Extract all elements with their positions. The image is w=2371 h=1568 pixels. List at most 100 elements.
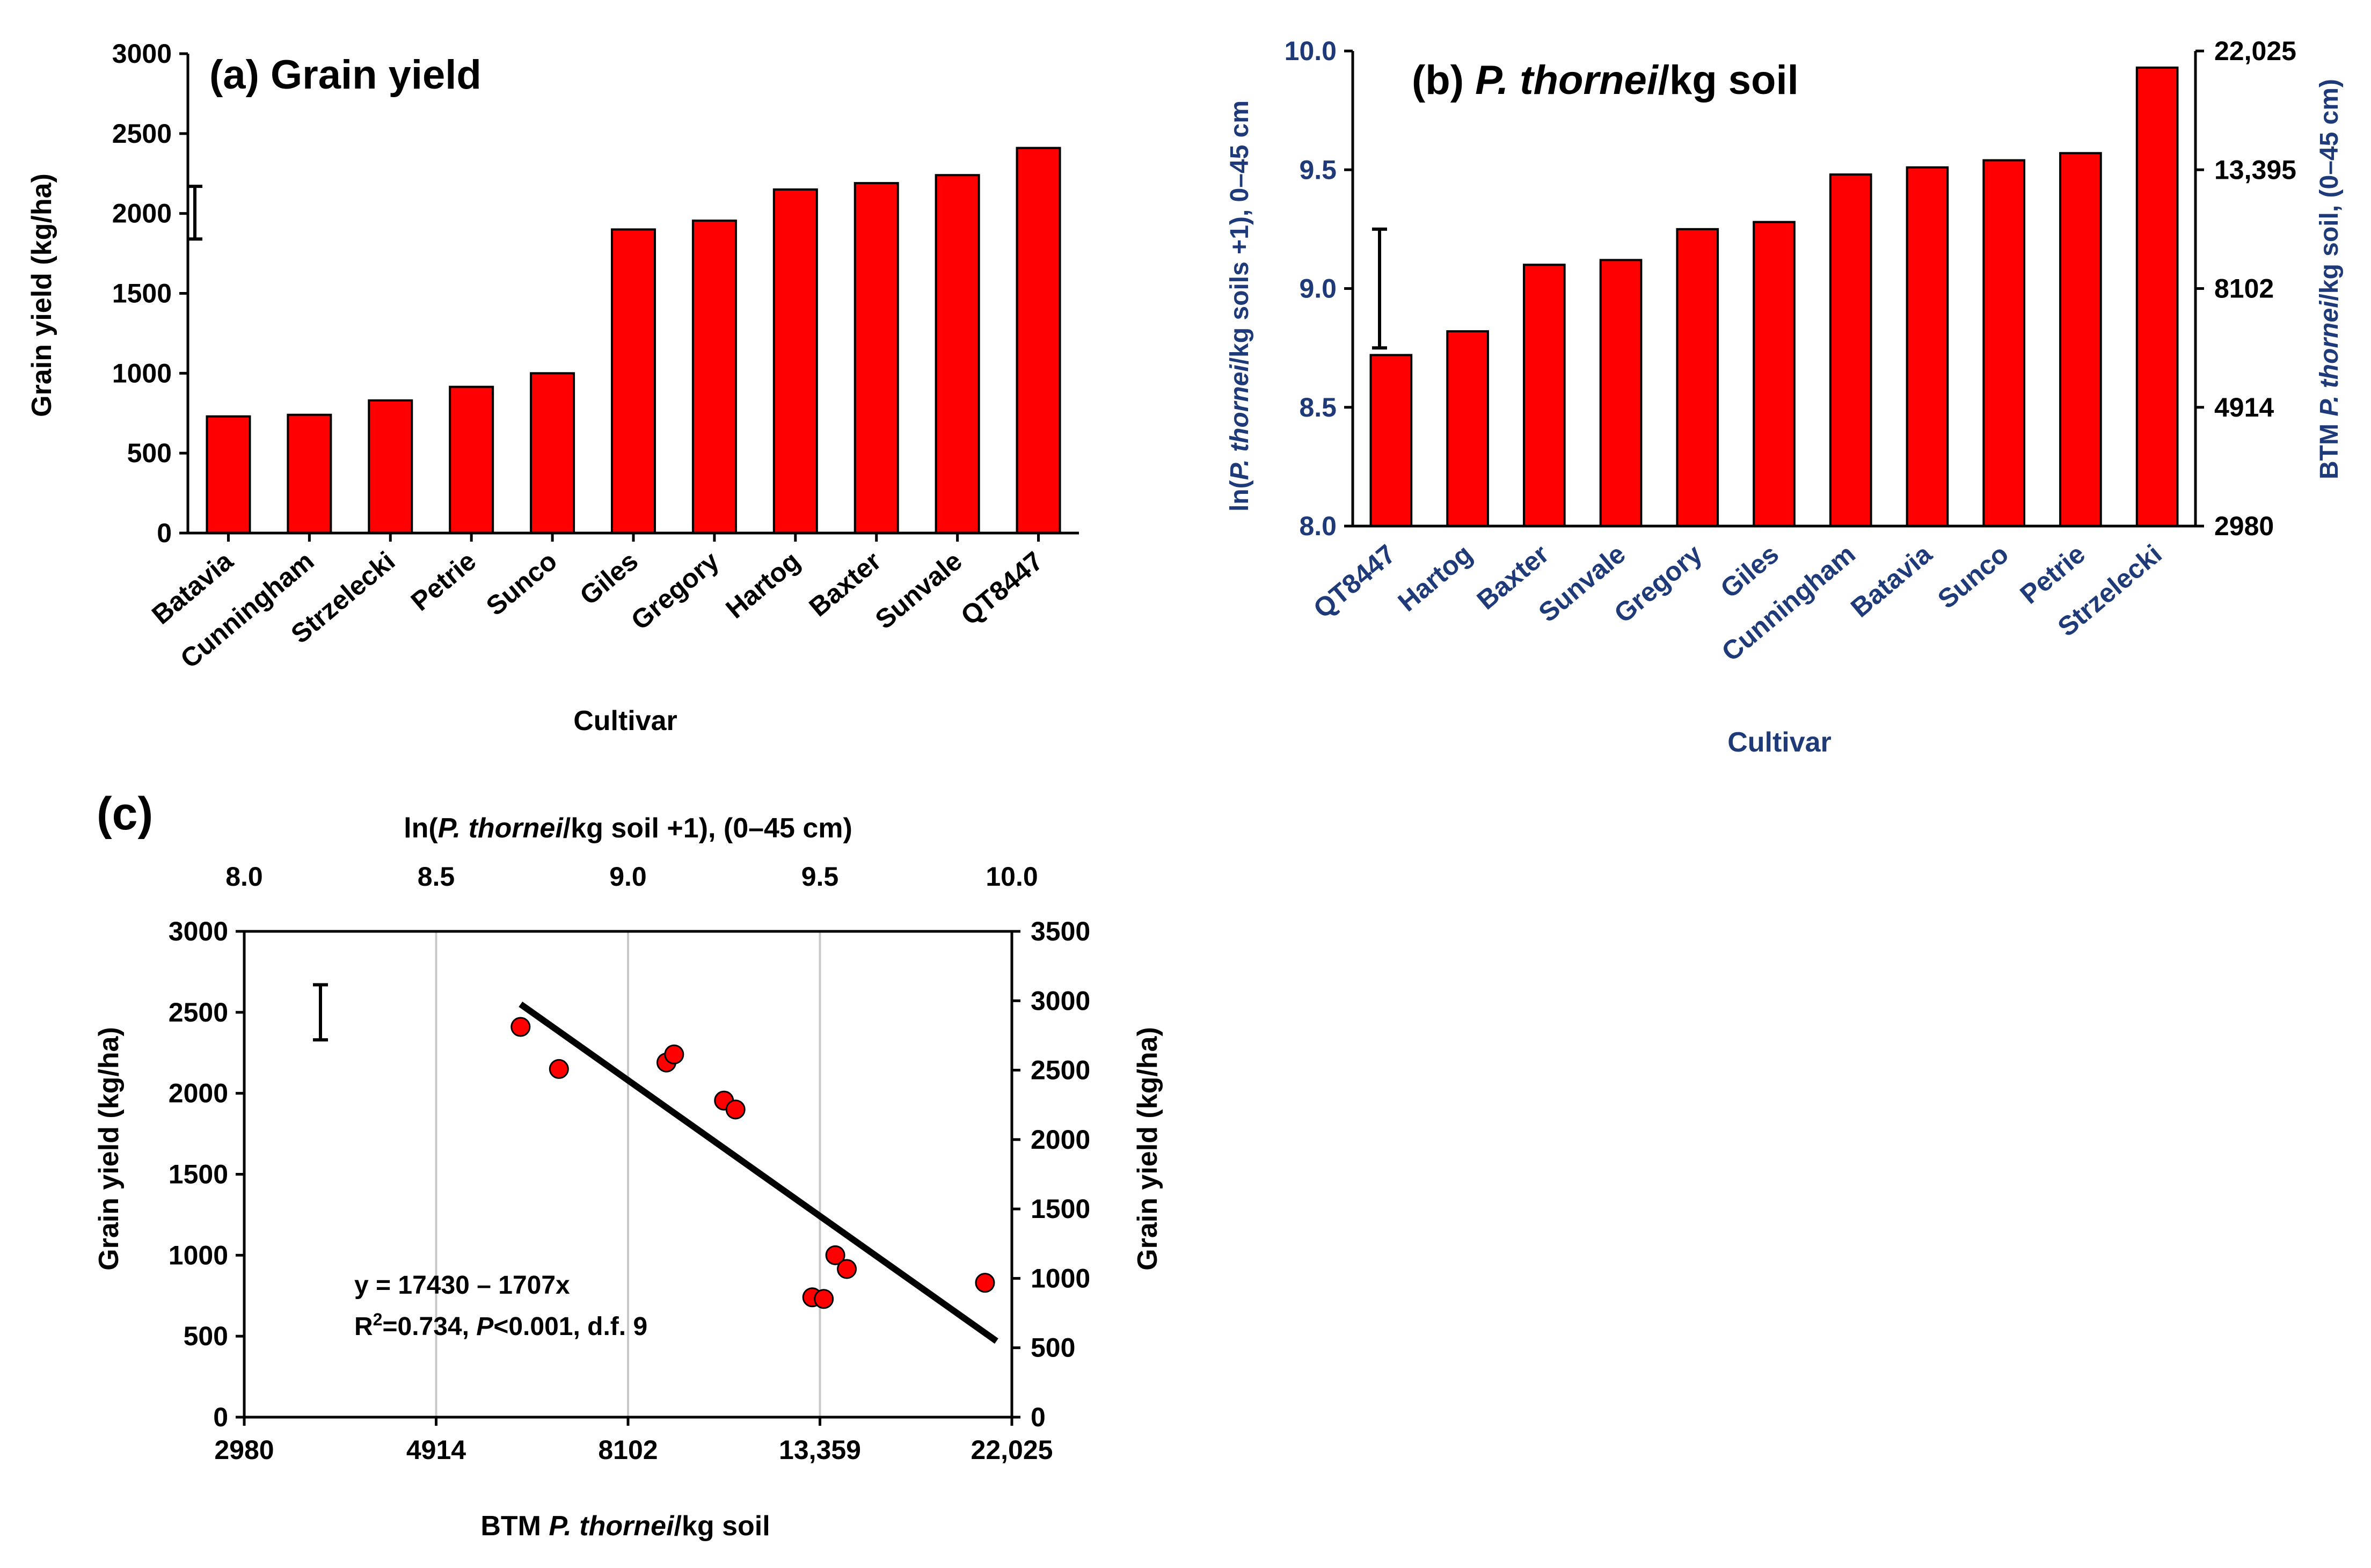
- panel-b-bar: [1446, 330, 1489, 528]
- panel-c-regression-line: [519, 1001, 998, 1344]
- panel-b-bar: [1369, 354, 1413, 528]
- panel-b-category-label: Batavia: [1845, 538, 1938, 623]
- panel-a-y-tick-label: 1500: [112, 279, 172, 309]
- panel-c-data-point: [664, 1044, 684, 1064]
- panel-c-right-y-ticks: 0 500 1000 1500 2000 2500 3000 3500: [1012, 916, 1090, 1432]
- panel-b-bar: [1676, 228, 1719, 527]
- panel-a-error-bar: [187, 185, 202, 241]
- panel-c-right-tick-label: 3000: [1031, 986, 1090, 1016]
- panel-a-y-tick-label: 0: [157, 518, 172, 548]
- panel-c-right-tick-label: 1000: [1031, 1263, 1090, 1293]
- panel-c-bottom-tick-label: 13,359: [779, 1435, 861, 1465]
- panel-a-category-label: QT8447: [955, 546, 1048, 631]
- panel-c-top-tick-label: 10.0: [986, 862, 1038, 892]
- panel-b-bar: [1982, 159, 2026, 527]
- panel-a-bar: [935, 174, 980, 534]
- panel-c-right-tick-label: 0: [1031, 1402, 1046, 1432]
- panel-c-left-tick-label: 1500: [169, 1159, 228, 1190]
- panel-a-bars: [206, 147, 1061, 535]
- panel-c-data-point: [814, 1289, 834, 1309]
- panel-a-category-label: Gregory: [625, 545, 725, 636]
- panel-c-data-point: [510, 1017, 531, 1037]
- panel-b-category-label: QT8447: [1308, 539, 1401, 624]
- panel-b-bar: [1906, 166, 1949, 527]
- panel-c-left-tick-label: 2000: [169, 1078, 228, 1108]
- panel-a-bar: [287, 413, 332, 535]
- panel-b-left-tick-label: 10.0: [1285, 36, 1337, 66]
- panel-a-category-label: Sunco: [480, 546, 563, 622]
- panel-c-bottom-tick-label: 4914: [406, 1435, 466, 1465]
- panel-a-y-tick-label: 3000: [112, 39, 172, 69]
- panel-c-plot-frame: [243, 930, 1013, 1419]
- panel-b-left-tick-label: 8.0: [1299, 511, 1337, 541]
- panel-b-left-y-axis-label: ln(P. thornei/kg soils +1), 0–45 cm: [1225, 100, 1254, 512]
- panel-c-bottom-x-ticks: 2980 4914 8102 13,359 22,025: [214, 1417, 1053, 1465]
- panel-c-bottom-tick-label: 2980: [214, 1435, 274, 1465]
- panel-b-category-label: Cunningham: [1716, 539, 1861, 667]
- panel-a-y-tick-label: 2500: [112, 119, 172, 149]
- panel-c-bottom-tick-label: 8102: [598, 1435, 658, 1465]
- panel-c-data-point: [549, 1059, 569, 1079]
- panel-b-right-y-axis-label: BTM P. thornei/kg soil, (0–45 cm): [2315, 79, 2344, 479]
- panel-a-x-axis-label: Cultivar: [573, 705, 677, 736]
- panel-c-top-tick-label: 8.5: [418, 862, 455, 892]
- panel-b-title: (b) P. thornei/kg soil: [1412, 57, 1799, 103]
- panel-a-title: (a) Grain yield: [209, 52, 482, 98]
- panel-b-x-axis-label: Cultivar: [1727, 727, 1832, 758]
- panel-c-data-point: [825, 1245, 845, 1265]
- panel-c-data-point: [725, 1099, 746, 1120]
- panel-b-p-thornei-chart: (b) P. thornei/kg soil 8.08.59.09.510.0 …: [1225, 36, 2344, 758]
- panel-c-left-tick-label: 0: [213, 1402, 228, 1432]
- panel-a-category-label: Hartog: [720, 546, 805, 624]
- panel-c-top-tick-label: 9.5: [801, 862, 839, 892]
- panel-a-category-label: Giles: [574, 546, 644, 611]
- panel-a-bar: [772, 188, 818, 534]
- panel-b-right-tick-label: 22,025: [2214, 36, 2296, 66]
- panel-b-right-tick-label: 8102: [2214, 274, 2274, 304]
- panel-b-bars: [1369, 66, 2179, 528]
- panel-a-y-tick-label: 1000: [112, 358, 172, 388]
- panel-c-stats: R2=0.734, P<0.001, d.f. 9: [354, 1310, 647, 1341]
- panel-c-top-tick-label: 9.0: [609, 862, 647, 892]
- panel-c-left-tick-label: 1000: [169, 1240, 228, 1270]
- panel-c-right-tick-label: 2000: [1031, 1125, 1090, 1155]
- panel-a-y-ticks: 0 500 1000 1500 2000 2500 3000: [112, 39, 188, 548]
- panel-c-title: (c): [97, 788, 153, 840]
- panel-b-left-y-ticks: 8.0 8.5 9.0 9.5 10.0: [1285, 36, 1353, 541]
- panel-a-category-label: Sunvale: [870, 546, 968, 635]
- panel-c-left-tick-label: 3000: [169, 916, 228, 946]
- panel-c-right-tick-label: 3500: [1031, 916, 1090, 946]
- panel-a-bar: [449, 385, 494, 534]
- panel-b-right-tick-label: 4914: [2214, 392, 2274, 422]
- panel-c-left-tick-label: 2500: [169, 997, 228, 1027]
- panel-a-y-tick-label: 500: [127, 438, 172, 468]
- panel-a-grain-yield-chart: (a) Grain yield 0 500 1000 1500 2000 2500 3000…: [26, 39, 1079, 736]
- panel-c-scatter-chart: (c) ln(P. thornei/kg soil +1), (0–45 cm)…: [93, 788, 1163, 1542]
- panel-c-right-y-axis-label: Grain yield (kg/ha): [1132, 1027, 1163, 1271]
- panel-a-bar: [1016, 147, 1061, 534]
- panel-c-left-y-ticks: 0 500 1000 1500 2000 2500 3000: [169, 916, 244, 1432]
- panel-b-bar: [1599, 259, 1643, 527]
- panel-b-category-label: Gregory: [1608, 538, 1708, 629]
- panel-b-right-tick-label: 2980: [2214, 511, 2274, 541]
- panel-c-error-bar: [313, 983, 328, 1042]
- panel-a-bar: [530, 372, 575, 534]
- panel-c-right-tick-label: 2500: [1031, 1055, 1090, 1085]
- panel-b-category-label: Hartog: [1392, 539, 1478, 617]
- panel-b-bar: [2059, 152, 2102, 527]
- panel-a-category-label: Petrie: [405, 546, 482, 617]
- panel-b-category-label: Giles: [1715, 539, 1784, 604]
- panel-b-category-label: Sunco: [1932, 539, 2014, 615]
- panel-b-bar: [2135, 66, 2179, 528]
- panel-b-left-tick-label: 9.0: [1299, 274, 1337, 304]
- panel-a-bar: [368, 399, 413, 534]
- panel-a-y-tick-label: 2000: [112, 199, 172, 229]
- panel-c-right-tick-label: 500: [1031, 1333, 1075, 1363]
- panel-c-right-tick-label: 1500: [1031, 1194, 1090, 1224]
- panel-c-bottom-tick-label: 22,025: [971, 1435, 1053, 1465]
- panel-b-right-tick-label: 13,395: [2214, 155, 2296, 185]
- panel-b-right-y-ticks: 2980 4914 8102 13,395 22,025: [2195, 36, 2296, 541]
- panel-a-bar: [853, 182, 899, 534]
